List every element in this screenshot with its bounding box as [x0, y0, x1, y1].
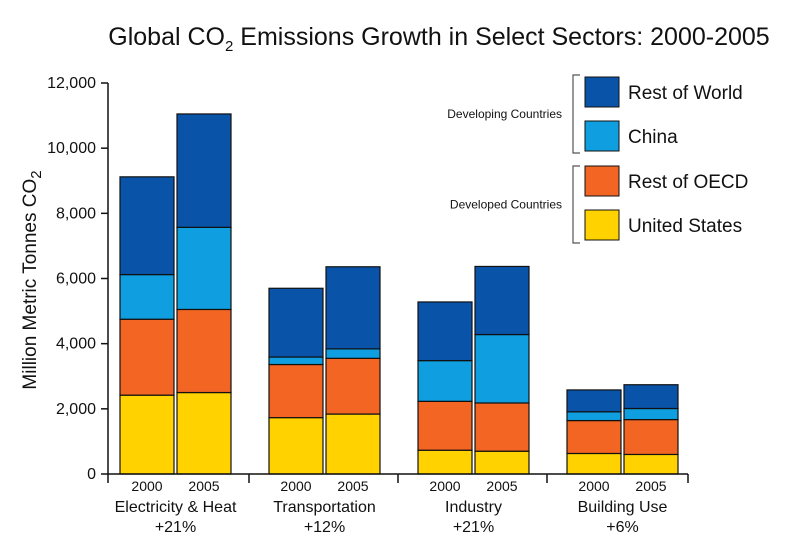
y-axis-label-main: Million Metric Tonnes CO — [20, 179, 41, 390]
legend-bracket — [572, 74, 580, 154]
bar-industry-2005-rest-of-oecd — [474, 402, 530, 452]
bar-industry-2000-rest-of-world — [417, 301, 473, 362]
y-tick-label: 0 — [87, 466, 96, 483]
x-year-label: 2000 — [578, 478, 609, 494]
x-year-label: 2005 — [486, 478, 517, 494]
chart-title-main: Global CO — [108, 23, 225, 51]
legend-label-united-states: United States — [628, 216, 742, 237]
x-group-change-label: +21% — [155, 519, 196, 536]
y-axis-label: Million Metric Tonnes CO2 — [20, 170, 45, 389]
x-year-label: 2000 — [131, 478, 162, 494]
bar-transportation-2000-rest-of-world — [268, 287, 324, 358]
y-tick-label: 6,000 — [56, 271, 96, 288]
bar-building-use-2005-china — [623, 407, 679, 421]
legend-label-rest-of-world: Rest of World — [628, 83, 743, 104]
bar-electricity-heat-2005-china — [176, 226, 232, 311]
bar-electricity-heat-2000-china — [119, 273, 175, 320]
y-tick-label: 8,000 — [56, 205, 96, 222]
x-group-label: Industry — [445, 499, 502, 516]
x-group-change-label: +21% — [453, 519, 494, 536]
bar-transportation-2005-rest-of-oecd — [325, 357, 381, 415]
x-year-label: 2000 — [429, 478, 460, 494]
bar-electricity-heat-2000-rest-of-world — [119, 176, 175, 276]
bar-building-use-2000-rest-of-world — [566, 389, 622, 413]
legend-bracket — [572, 165, 580, 244]
x-year-label: 2005 — [635, 478, 666, 494]
y-tick-label: 12,000 — [47, 75, 96, 92]
x-group-change-label: +12% — [304, 519, 345, 536]
bar-transportation-2005-china — [325, 348, 381, 359]
bar-building-use-2005-rest-of-oecd — [623, 418, 679, 456]
bar-transportation-2005-rest-of-world — [325, 266, 381, 350]
x-group-label: Transportation — [273, 499, 376, 516]
bar-building-use-2000-rest-of-oecd — [566, 419, 622, 455]
bar-industry-2005-china — [474, 333, 530, 404]
bar-transportation-2000-rest-of-oecd — [268, 363, 324, 419]
bar-industry-2000-united-states — [417, 449, 473, 475]
legend-label-china: China — [628, 127, 678, 148]
bar-industry-2000-china — [417, 360, 473, 402]
legend-bracket-label: Developing Countries — [447, 107, 562, 121]
legend-swatch-rest-of-oecd — [584, 165, 620, 197]
y-tick-label: 2,000 — [56, 401, 96, 418]
bar-industry-2000-rest-of-oecd — [417, 400, 473, 451]
legend-bracket-label: Developed Countries — [450, 198, 562, 212]
y-axis-label-subscript: 2 — [28, 170, 45, 178]
x-group-label: Building Use — [578, 499, 668, 516]
y-axis: 0 2,000 4,000 6,000 8,000 10,000 12,000 — [47, 75, 109, 483]
x-year-label: 2000 — [280, 478, 311, 494]
x-axis: 2000 2005 Electricity & Heat +21% 2000 2005 Tr… — [107, 473, 689, 536]
bar-electricity-heat-2005-rest-of-world — [176, 113, 232, 228]
y-tick-label: 10,000 — [47, 140, 96, 157]
x-year-label: 2005 — [337, 478, 368, 494]
bar-transportation-2000-china — [268, 356, 324, 366]
legend: Rest of World China Rest of OECD United Sta… — [447, 74, 748, 244]
bar-electricity-heat-2000-rest-of-oecd — [119, 318, 175, 396]
x-group-change-label: +6% — [606, 519, 638, 536]
bar-building-use-2005-united-states — [623, 453, 679, 475]
bars — [119, 113, 679, 475]
bar-electricity-heat-2000-united-states — [119, 394, 175, 475]
bar-building-use-2000-united-states — [566, 452, 622, 475]
y-tick-label: 4,000 — [56, 336, 96, 353]
chart-title-subscript: 2 — [225, 38, 233, 55]
x-year-label: 2005 — [188, 478, 219, 494]
bar-transportation-2000-united-states — [268, 417, 324, 475]
chart-title: Global CO2 Emissions Growth in Select Se… — [108, 23, 769, 55]
bar-building-use-2005-rest-of-world — [623, 384, 679, 410]
x-group-label: Electricity & Heat — [115, 499, 237, 516]
bar-electricity-heat-2005-united-states — [176, 391, 232, 475]
bar-transportation-2005-united-states — [325, 413, 381, 475]
bar-industry-2005-rest-of-world — [474, 265, 530, 336]
bar-building-use-2000-china — [566, 411, 622, 422]
legend-label-rest-of-oecd: Rest of OECD — [628, 172, 748, 193]
legend-swatch-united-states — [584, 209, 620, 241]
bar-industry-2005-united-states — [474, 450, 530, 475]
legend-swatch-rest-of-world — [584, 76, 620, 108]
chart-title-rest: Emissions Growth in Select Sectors: 2000… — [233, 23, 769, 51]
bar-electricity-heat-2005-rest-of-oecd — [176, 308, 232, 394]
legend-swatch-china — [584, 120, 620, 152]
